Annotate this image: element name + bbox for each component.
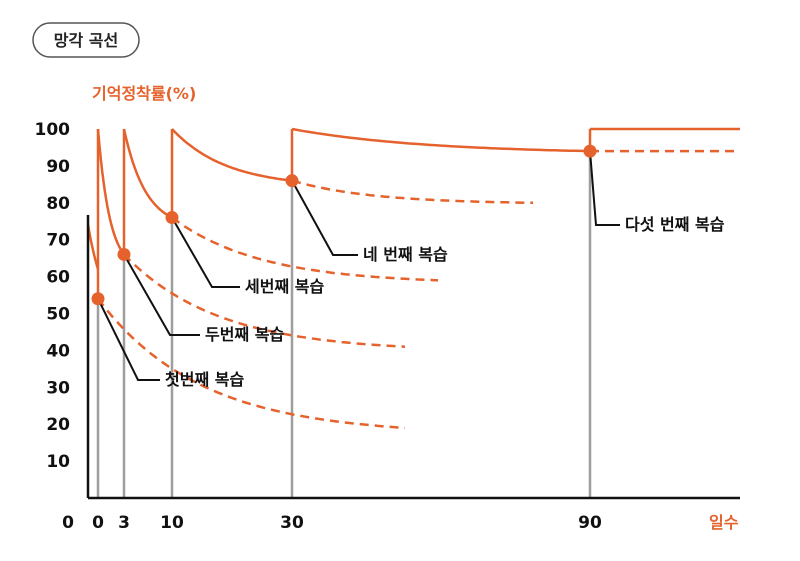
review-label: 두번째 복습: [205, 325, 284, 344]
title-badge: [32, 22, 140, 58]
y-tick-labels: 10 20 30 40 50 60 70 80 90 100: [35, 120, 71, 472]
review-point: [583, 144, 597, 158]
leader-line: [291, 180, 358, 256]
review-labels: 첫번째 복습 두번째 복습 세번째 복습 네 번째 복습 다섯 번째 복습: [165, 215, 725, 389]
x-axis-label: 일수: [709, 513, 739, 532]
y-tick-label: 90: [46, 157, 70, 177]
y-tick-label: 60: [46, 268, 70, 288]
review-point: [285, 174, 299, 188]
y-tick-label: 30: [46, 378, 70, 398]
chart-title: 망각 곡선: [54, 31, 118, 50]
leader-line: [123, 253, 200, 336]
review-point: [117, 247, 131, 261]
y-tick-label: 100: [35, 120, 71, 140]
y-tick-label: 80: [46, 194, 70, 214]
y-axis-label: 기억정착률(%): [92, 84, 196, 103]
forgetting-curve-dashed: [291, 179, 533, 205]
y-tick-label: 50: [46, 305, 70, 325]
x-tick-label: 10: [160, 513, 184, 533]
x-tick-label: 90: [578, 513, 602, 533]
y-tick-label: 70: [46, 231, 70, 251]
x-tick-label: 3: [118, 513, 130, 533]
x-tick-labels: 0 3 10 30 90: [92, 513, 602, 533]
review-label: 세번째 복습: [245, 277, 324, 296]
x-tick-label: 0: [92, 513, 104, 533]
retention-curve-segment: [96, 128, 126, 256]
forgetting-curve-dashed: [97, 297, 406, 430]
y-tick-label: 20: [46, 415, 70, 435]
review-point: [91, 292, 105, 306]
y-tick-label: 10: [46, 452, 70, 472]
review-points: [91, 144, 597, 306]
forgetting-curve-dashed: [171, 216, 439, 282]
x-tick-label: 30: [280, 513, 304, 533]
forgetting-curves-without-review: [97, 149, 740, 430]
review-point: [165, 211, 179, 225]
leader-line: [97, 298, 160, 381]
review-label: 다섯 번째 복습: [625, 215, 725, 234]
review-guide-lines: [96, 151, 592, 498]
y-tick-label: 40: [46, 341, 70, 361]
retention-curve-segment: [291, 127, 591, 153]
review-label: 첫번째 복습: [165, 370, 244, 389]
origin-label: 0: [62, 513, 74, 533]
leader-line: [171, 217, 240, 288]
retention-curve-segment: [171, 128, 293, 182]
leader-line: [589, 151, 620, 226]
review-label: 네 번째 복습: [363, 245, 448, 264]
retention-curve-with-reviews: [86, 127, 740, 299]
retention-curve-segment: [122, 128, 173, 219]
forgetting-curve-dashed: [123, 253, 406, 348]
annotation-leader-lines: [97, 151, 620, 381]
retention-curve-segment: [86, 224, 100, 270]
